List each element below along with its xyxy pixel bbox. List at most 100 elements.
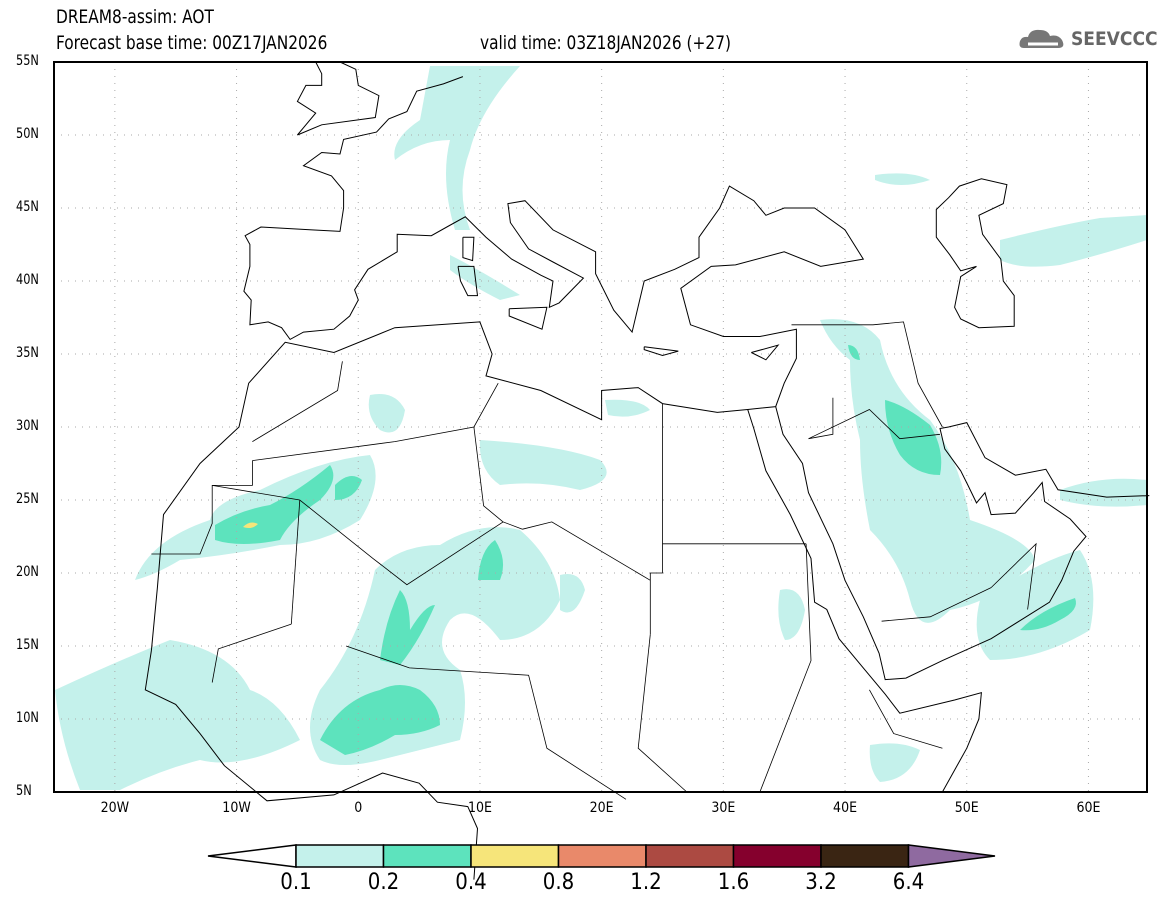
country-border bbox=[808, 397, 941, 440]
lat-label: 15N bbox=[16, 637, 39, 653]
lat-label: 10N bbox=[16, 710, 39, 726]
colorbar-bin bbox=[382, 844, 472, 868]
colorbar-bin bbox=[732, 844, 822, 868]
aot-plume bbox=[450, 255, 520, 300]
country-border bbox=[345, 645, 627, 800]
colorbar-label: 1.2 bbox=[630, 870, 662, 895]
aot-plume bbox=[394, 66, 520, 230]
lat-label: 20N bbox=[16, 564, 39, 580]
coastline bbox=[296, 61, 323, 136]
aot-plume bbox=[479, 440, 607, 490]
graticule bbox=[54, 62, 1147, 792]
lon-label: 20W bbox=[100, 800, 130, 816]
lat-label: 55N bbox=[16, 53, 39, 69]
aot-plume bbox=[875, 173, 930, 185]
valid-time: valid time: 03Z18JAN2026 (+27) bbox=[480, 32, 732, 54]
country-border bbox=[252, 361, 343, 442]
lon-label: 50E bbox=[954, 800, 979, 816]
lon-label: 30E bbox=[711, 800, 736, 816]
map-frame bbox=[53, 61, 1148, 793]
country-border bbox=[290, 499, 301, 625]
lat-label: 30N bbox=[16, 418, 39, 434]
colorbar-label: 0.2 bbox=[367, 870, 400, 895]
cloud-icon bbox=[1019, 29, 1064, 48]
coastline bbox=[643, 346, 679, 357]
lon-label: 0 bbox=[354, 800, 363, 816]
lon-label: 10E bbox=[467, 800, 492, 816]
coastline bbox=[775, 406, 1150, 681]
lat-label: 50N bbox=[16, 126, 39, 142]
lon-label: 40E bbox=[833, 800, 858, 816]
aot-plume bbox=[976, 550, 1094, 660]
aot-plume bbox=[215, 465, 334, 544]
aot-plume bbox=[320, 685, 440, 755]
coastline bbox=[297, 61, 380, 136]
colorbar-label: 3.2 bbox=[805, 870, 837, 895]
colorbar-lower-triangle bbox=[207, 844, 297, 868]
colorbar-label: 0.8 bbox=[542, 870, 575, 895]
aot-plume bbox=[848, 345, 860, 360]
lat-label: 5N bbox=[16, 783, 32, 799]
lon-label: 60E bbox=[1076, 800, 1101, 816]
country-border bbox=[522, 521, 651, 581]
country-border bbox=[151, 460, 253, 555]
lat-label: 45N bbox=[16, 199, 39, 215]
colorbar-bin bbox=[820, 844, 910, 868]
colorbar-upper-triangle bbox=[907, 844, 996, 868]
colorbar-bin bbox=[645, 844, 735, 868]
colorbar-label: 6.4 bbox=[892, 870, 925, 895]
lat-label: 40N bbox=[16, 272, 39, 288]
aot-plume bbox=[335, 476, 362, 500]
aot-plume bbox=[368, 394, 405, 433]
country-border bbox=[881, 587, 992, 622]
coastline bbox=[462, 236, 475, 262]
country-border bbox=[759, 543, 812, 793]
country-border bbox=[473, 426, 504, 523]
aot-plume bbox=[560, 574, 585, 613]
country-border bbox=[791, 321, 943, 428]
coastline bbox=[747, 409, 982, 793]
colorbar-bin bbox=[295, 844, 385, 868]
coastline bbox=[935, 178, 1015, 329]
coastline bbox=[150, 76, 865, 651]
country-border bbox=[299, 499, 523, 586]
lat-label: 25N bbox=[16, 491, 39, 507]
coastline bbox=[508, 306, 548, 330]
country-border bbox=[649, 403, 663, 635]
country-border bbox=[212, 485, 300, 501]
coastline bbox=[751, 344, 780, 361]
aot-plume bbox=[380, 590, 435, 665]
aot-plume bbox=[243, 522, 258, 528]
seevccc-logo: SEEVCCC bbox=[1018, 26, 1158, 52]
coastline bbox=[457, 265, 479, 297]
colorbar-label: 0.1 bbox=[280, 870, 312, 895]
colorbar-label: 1.6 bbox=[717, 870, 750, 895]
lon-label: 10W bbox=[222, 800, 251, 816]
aot-plume bbox=[605, 399, 650, 417]
logo-text: SEEVCCC bbox=[1071, 28, 1158, 50]
aot-plume bbox=[778, 589, 805, 640]
aot-plumes bbox=[55, 66, 1147, 790]
aot-plume bbox=[1000, 215, 1147, 267]
colorbar-bin bbox=[470, 844, 560, 868]
aot-plume bbox=[1060, 478, 1147, 507]
colorbar-bin bbox=[557, 844, 647, 868]
map-title: DREAM8-assim: AOT bbox=[56, 6, 214, 28]
coastline bbox=[144, 650, 479, 880]
forecast-base-time: Forecast base time: 00Z17JAN2026 bbox=[56, 32, 328, 54]
coastlines bbox=[144, 61, 1150, 880]
aot-plume bbox=[55, 640, 300, 790]
aot-plume bbox=[1020, 598, 1076, 631]
country-border bbox=[637, 634, 688, 793]
lon-label: 20E bbox=[589, 800, 614, 816]
colorbar-label: 0.4 bbox=[455, 870, 487, 895]
aot-plume bbox=[478, 540, 504, 580]
aot-plume bbox=[869, 743, 920, 782]
country-border bbox=[211, 623, 292, 683]
lat-label: 35N bbox=[16, 345, 39, 361]
country-border bbox=[252, 383, 499, 461]
country-border bbox=[990, 542, 1037, 610]
country-border bbox=[869, 689, 943, 749]
colorbar bbox=[207, 844, 996, 868]
